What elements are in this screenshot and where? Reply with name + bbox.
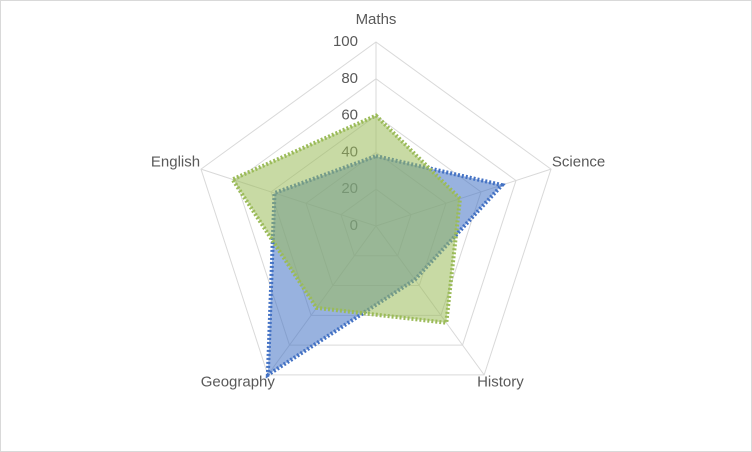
r-tick-label: 60 <box>341 107 358 124</box>
r-tick-label: 80 <box>341 70 358 87</box>
r-tick-label: 100 <box>333 33 358 50</box>
category-label: English <box>151 153 200 170</box>
grid-ring <box>200 41 552 376</box>
category-label: Science <box>552 153 605 170</box>
category-label: Maths <box>356 11 397 28</box>
grid-ring <box>235 78 517 346</box>
category-label: Geography <box>201 374 276 391</box>
series-area <box>229 113 463 325</box>
category-label: History <box>477 374 524 391</box>
